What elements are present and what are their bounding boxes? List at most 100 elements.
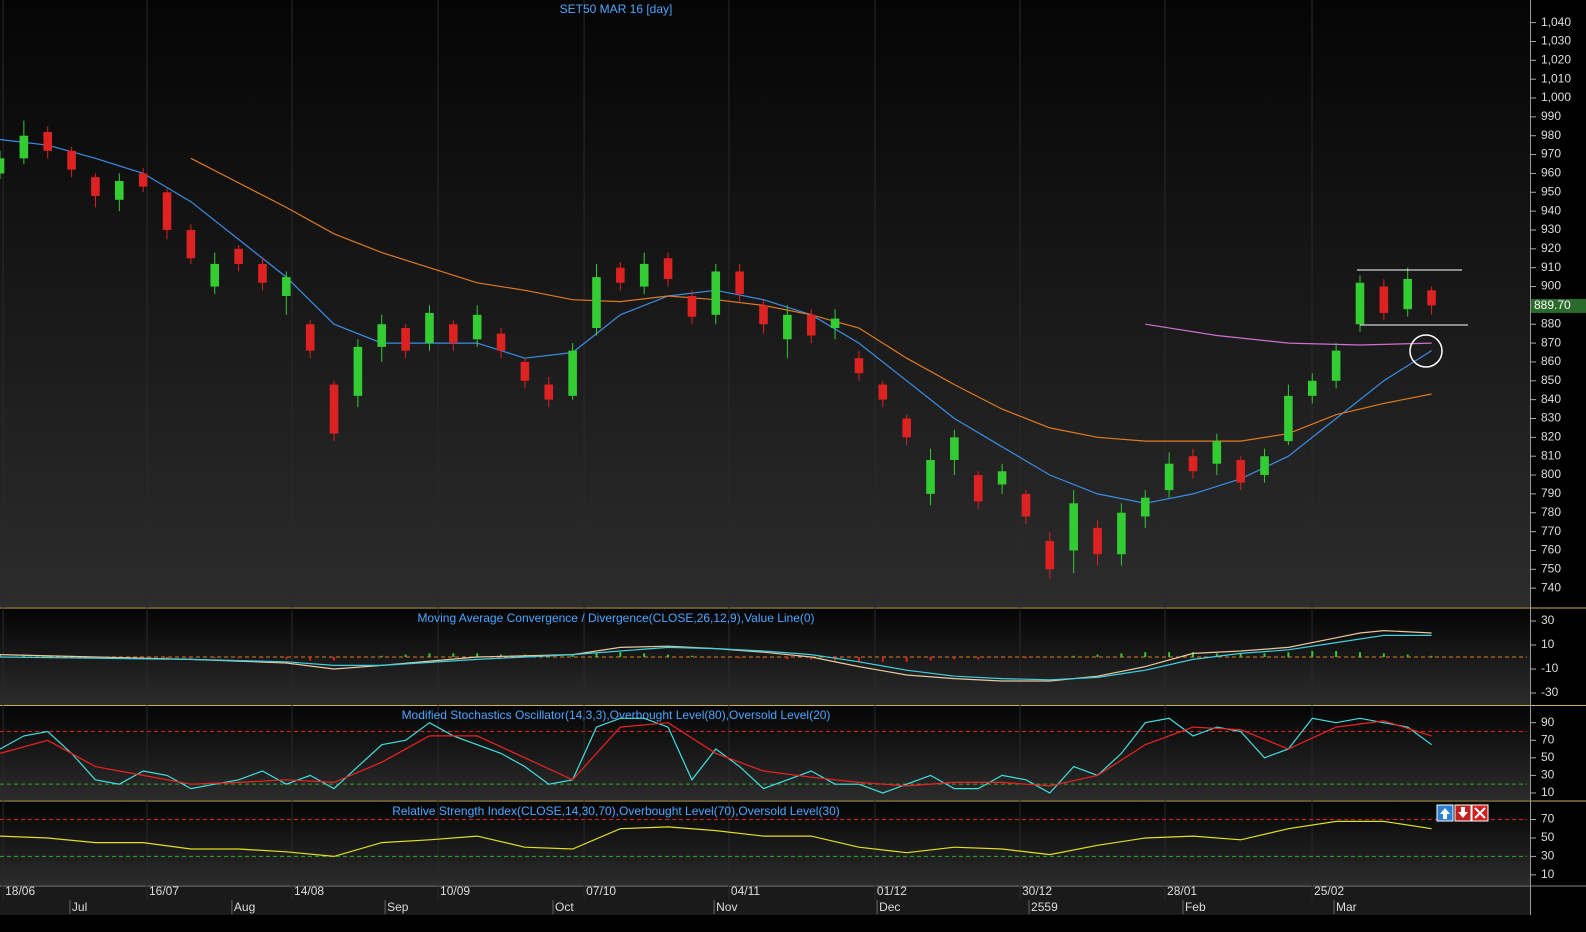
histogram-bar xyxy=(1406,654,1409,657)
histogram-bar xyxy=(762,657,765,659)
y-tick-label: 30 xyxy=(1541,768,1555,782)
histogram-bar xyxy=(547,655,550,657)
candle-body xyxy=(592,277,601,329)
histogram-bar xyxy=(1382,653,1385,657)
month-tick-label: Oct xyxy=(555,900,574,914)
histogram-bar xyxy=(786,657,789,660)
histogram-bar xyxy=(213,657,216,659)
rsi-panel xyxy=(0,802,1530,885)
histogram-bar xyxy=(1120,653,1123,657)
date-axis xyxy=(0,886,1530,915)
histogram-bar xyxy=(189,657,192,659)
candle-body xyxy=(472,314,482,340)
candle-body xyxy=(1188,456,1198,472)
candle-body xyxy=(783,314,792,340)
y-tick-label: 1,020 xyxy=(1541,52,1571,66)
candle-body xyxy=(568,350,577,396)
candle-body xyxy=(1069,503,1078,551)
y-tick-label: 990 xyxy=(1541,109,1561,123)
histogram-bar xyxy=(428,653,431,657)
y-tick-label: -30 xyxy=(1541,685,1559,699)
candle-body xyxy=(258,263,267,283)
histogram-bar xyxy=(142,657,145,659)
y-tick-label: 910 xyxy=(1541,260,1561,274)
histogram-bar xyxy=(1430,655,1433,657)
histogram-bar xyxy=(1024,657,1027,659)
y-tick-label: 980 xyxy=(1541,128,1561,142)
y-tick-label: 750 xyxy=(1541,561,1561,575)
candle-body xyxy=(854,358,864,374)
y-tick-label: 1,040 xyxy=(1541,15,1571,29)
histogram-bar xyxy=(1239,653,1242,657)
candle-body xyxy=(282,277,291,296)
y-tick-label: 840 xyxy=(1541,392,1561,406)
histogram-bar xyxy=(1287,652,1290,657)
histogram-bar xyxy=(1311,651,1314,657)
candle-body xyxy=(520,361,530,381)
histogram-bar xyxy=(452,653,455,657)
histogram-bar xyxy=(261,657,264,659)
candle-body xyxy=(0,158,5,174)
histogram-bar xyxy=(0,654,1,657)
histogram-bar xyxy=(1215,653,1218,657)
panel-title: Relative Strength Index(CLOSE,14,30,70),… xyxy=(392,804,840,818)
date-tick-label: 01/12 xyxy=(877,884,907,898)
histogram-bar xyxy=(1144,652,1147,657)
candle-body xyxy=(639,263,649,287)
histogram-bar xyxy=(237,657,240,659)
candle-body xyxy=(401,328,410,351)
histogram-bar xyxy=(929,657,932,661)
candle-body xyxy=(973,475,983,502)
histogram-bar xyxy=(977,657,980,660)
candle-body xyxy=(1355,282,1365,325)
month-tick-label: Dec xyxy=(879,900,900,914)
histogram-bar xyxy=(905,657,908,662)
candle-body xyxy=(902,418,911,438)
last-price-label: 889.70 xyxy=(1534,298,1571,312)
candle-body xyxy=(186,229,196,259)
panel-title: SET50 MAR 16 [day] xyxy=(560,2,673,16)
close-icon xyxy=(1474,807,1486,819)
candle-body xyxy=(19,135,29,159)
indicator-line xyxy=(0,820,1432,858)
y-tick-label: 50 xyxy=(1541,830,1555,844)
candle-body xyxy=(950,437,959,460)
indicator-line xyxy=(0,634,1432,681)
y-tick-label: 880 xyxy=(1541,316,1561,330)
candle-body xyxy=(1021,493,1031,517)
candle-body xyxy=(1403,278,1412,310)
date-tick-label: 14/08 xyxy=(294,884,324,898)
histogram-bar xyxy=(1335,651,1338,657)
last-price-marker xyxy=(1531,298,1586,313)
y-tick-label: 10 xyxy=(1541,637,1555,651)
y-tick-label: -10 xyxy=(1541,661,1559,675)
month-tick-label: Nov xyxy=(716,900,737,914)
y-tick-label: 70 xyxy=(1541,732,1555,746)
histogram-bar xyxy=(953,657,956,660)
histogram-bar xyxy=(571,654,574,657)
y-tick-label: 50 xyxy=(1541,750,1555,764)
candle-body xyxy=(234,248,243,264)
month-tick-label: Mar xyxy=(1336,900,1357,914)
y-tick-label: 860 xyxy=(1541,354,1561,368)
date-tick-label: 25/02 xyxy=(1314,884,1344,898)
candle-body xyxy=(830,318,840,329)
candle-body xyxy=(1236,459,1245,483)
candle-body xyxy=(138,173,148,187)
histogram-bar xyxy=(1191,652,1194,657)
month-tick-label: Feb xyxy=(1185,900,1206,914)
date-tick-label: 04/11 xyxy=(731,884,760,898)
histogram-bar xyxy=(1263,653,1266,657)
date-tick-label: 16/07 xyxy=(149,884,179,898)
candle-body xyxy=(1140,497,1150,517)
y-tick-label: 920 xyxy=(1541,241,1561,255)
histogram-bar xyxy=(1358,652,1361,657)
histogram-bar xyxy=(857,657,860,662)
date-tick-label: 18/06 xyxy=(5,884,35,898)
histogram-bar xyxy=(690,655,693,657)
histogram-bar xyxy=(1096,654,1099,657)
indicator-line xyxy=(1145,323,1432,346)
y-tick-label: 770 xyxy=(1541,524,1561,538)
